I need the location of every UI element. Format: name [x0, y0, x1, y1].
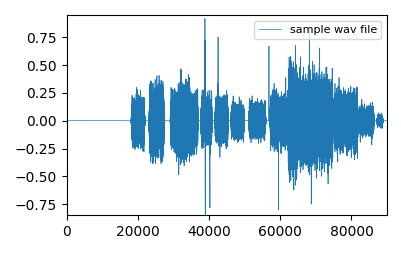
sample wav file — [67, 119, 71, 122]
sample wav file — [214, 133, 219, 136]
Legend: sample wav file: sample wav file — [253, 21, 381, 39]
sample wav file — [202, 17, 207, 20]
sample wav file — [294, 121, 299, 124]
sample wav file — [304, 120, 309, 123]
sample wav file — [186, 144, 191, 147]
Line: sample wav file: sample wav file — [67, 18, 386, 215]
sample wav file — [203, 214, 207, 217]
sample wav file — [179, 142, 184, 145]
sample wav file — [65, 119, 69, 122]
sample wav file — [384, 119, 389, 122]
